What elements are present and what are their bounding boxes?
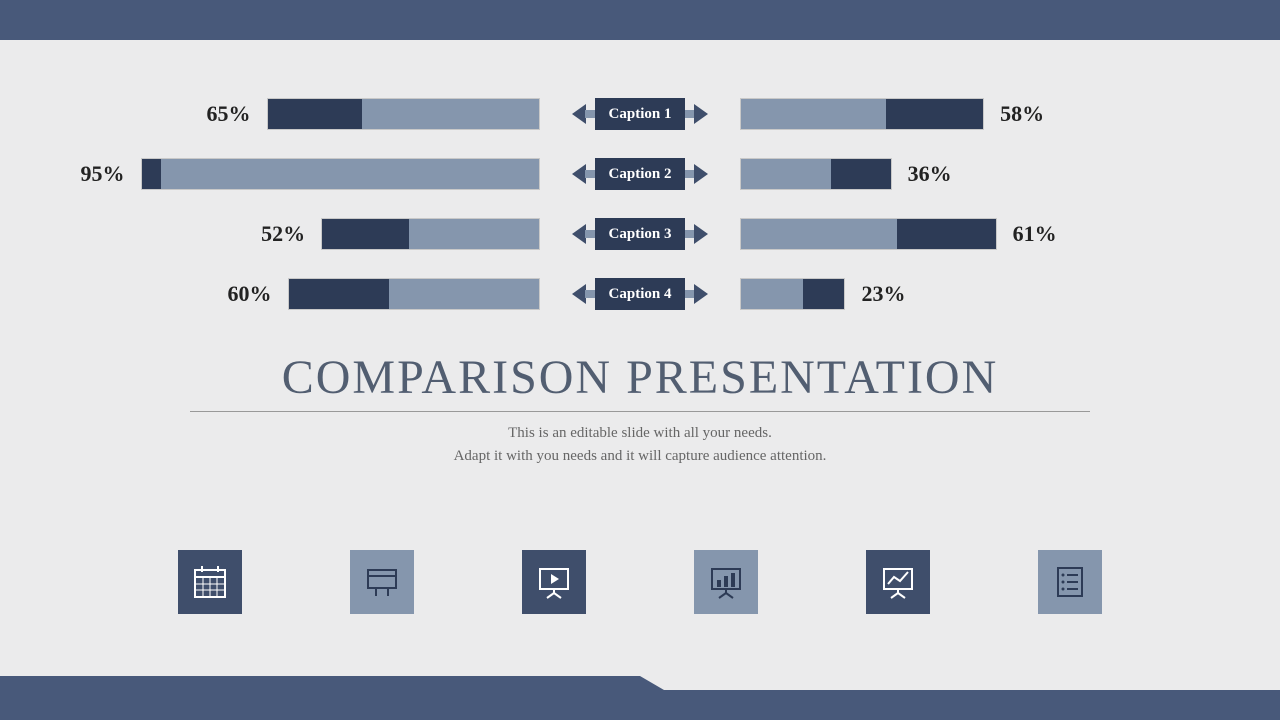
list-icon <box>1038 550 1102 614</box>
subtitle-line1: This is an editable slide with all your … <box>508 425 772 441</box>
main-title: COMPARISON PRESENTATION <box>0 350 1280 405</box>
left-side: 65% <box>50 98 540 130</box>
top-bar <box>0 0 1280 40</box>
caption-wrap: Caption 3 <box>572 218 709 250</box>
arrow-right-icon <box>694 104 708 124</box>
billboard-icon <box>350 550 414 614</box>
presentation-graph-icon <box>866 550 930 614</box>
left-pct: 95% <box>65 161 141 187</box>
left-side: 60% <box>50 278 540 310</box>
title-block: COMPARISON PRESENTATION This is an edita… <box>0 350 1280 467</box>
right-side: 61% <box>740 218 1230 250</box>
left-bar-light <box>389 279 539 309</box>
left-bar-dark <box>268 99 363 129</box>
right-bar-light <box>741 279 803 309</box>
arrow-right-icon <box>694 284 708 304</box>
right-bar-dark <box>886 99 983 129</box>
right-bar-light <box>741 219 896 249</box>
left-side: 95% <box>50 158 540 190</box>
right-bar <box>740 278 845 310</box>
arrow-left-stem <box>585 170 595 178</box>
right-pct: 58% <box>984 101 1060 127</box>
left-bar <box>141 158 540 190</box>
caption-label: Caption 2 <box>595 158 686 190</box>
caption-wrap: Caption 4 <box>572 278 709 310</box>
presentation-play-icon <box>522 550 586 614</box>
arrow-right-icon <box>694 224 708 244</box>
right-bar-light <box>741 159 831 189</box>
comparison-row: 95% Caption 2 36% <box>0 155 1280 193</box>
subtitle: This is an editable slide with all your … <box>0 422 1280 467</box>
left-bar-dark <box>142 159 162 189</box>
left-pct: 60% <box>212 281 288 307</box>
icon-row <box>0 550 1280 614</box>
arrow-left-icon <box>572 164 586 184</box>
right-side: 58% <box>740 98 1230 130</box>
left-side: 52% <box>50 218 540 250</box>
left-bar <box>321 218 539 250</box>
right-bar-dark <box>831 159 891 189</box>
right-bar <box>740 98 984 130</box>
arrow-left-icon <box>572 284 586 304</box>
right-bar-dark <box>803 279 844 309</box>
arrow-left-stem <box>585 110 595 118</box>
left-pct: 52% <box>245 221 321 247</box>
comparison-rows: 65% Caption 1 58% 95% Caption 2 36% 52% Caption… <box>0 95 1280 335</box>
arrow-left-icon <box>572 224 586 244</box>
right-side: 36% <box>740 158 1230 190</box>
right-bar <box>740 218 996 250</box>
bottom-bar <box>0 690 1280 720</box>
left-pct: 65% <box>191 101 267 127</box>
left-bar-dark <box>289 279 389 309</box>
arrow-left-stem <box>585 290 595 298</box>
caption-wrap: Caption 2 <box>572 158 709 190</box>
caption-wrap: Caption 1 <box>572 98 709 130</box>
comparison-row: 52% Caption 3 61% <box>0 215 1280 253</box>
arrow-left-stem <box>585 230 595 238</box>
right-pct: 61% <box>997 221 1073 247</box>
right-bar-dark <box>897 219 996 249</box>
left-bar <box>267 98 540 130</box>
arrow-left-icon <box>572 104 586 124</box>
right-side: 23% <box>740 278 1230 310</box>
left-bar <box>288 278 540 310</box>
right-pct: 36% <box>892 161 968 187</box>
arrow-right-icon <box>694 164 708 184</box>
presentation-chart-icon <box>694 550 758 614</box>
left-bar-light <box>161 159 538 189</box>
caption-label: Caption 4 <box>595 278 686 310</box>
subtitle-line2: Adapt it with you needs and it will capt… <box>454 448 827 464</box>
right-pct: 23% <box>845 281 921 307</box>
comparison-row: 65% Caption 1 58% <box>0 95 1280 133</box>
left-bar-dark <box>322 219 409 249</box>
caption-label: Caption 1 <box>595 98 686 130</box>
left-bar-light <box>409 219 539 249</box>
right-bar-light <box>741 99 886 129</box>
caption-label: Caption 3 <box>595 218 686 250</box>
right-bar <box>740 158 891 190</box>
comparison-row: 60% Caption 4 23% <box>0 275 1280 313</box>
left-bar-light <box>362 99 538 129</box>
title-underline <box>190 411 1090 412</box>
calendar-icon <box>178 550 242 614</box>
